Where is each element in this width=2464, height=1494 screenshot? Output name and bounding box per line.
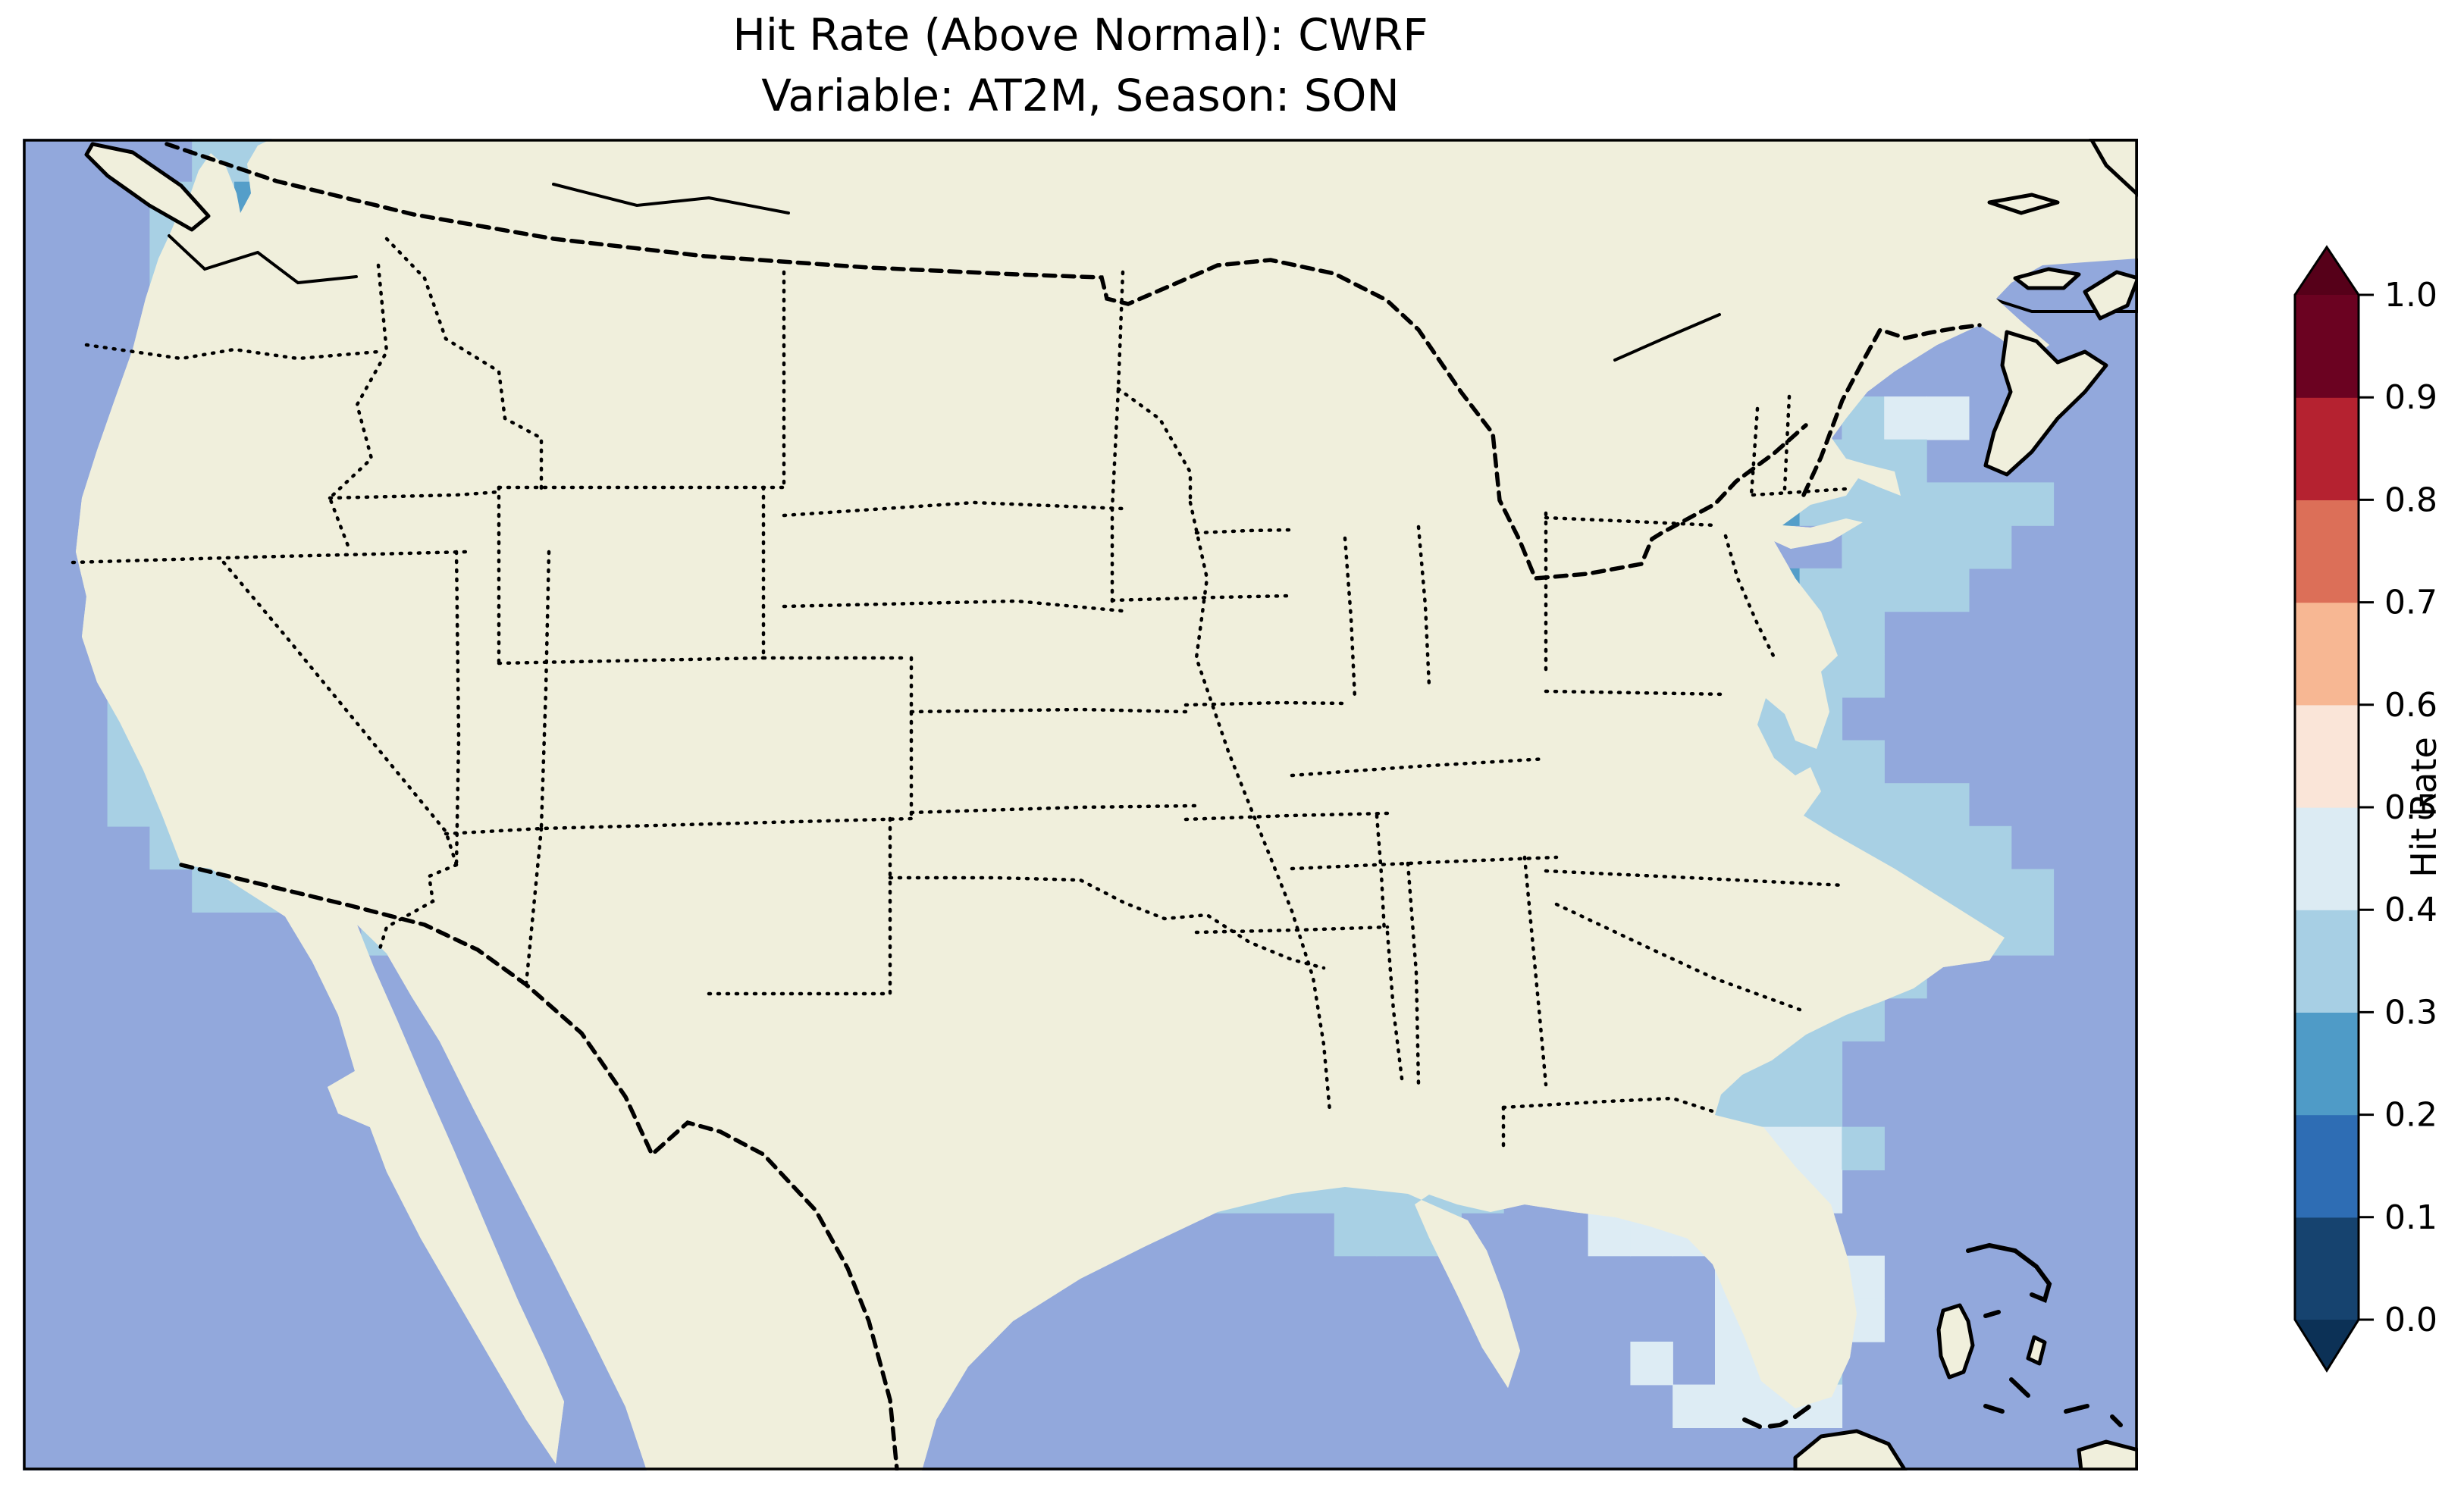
colorbar-tick-label: 0.8 xyxy=(2384,481,2437,519)
colorbar-bin xyxy=(2295,1114,2359,1218)
grid-cell xyxy=(2011,912,2055,956)
grid-cell xyxy=(2011,869,2055,913)
grid-cell xyxy=(1884,783,1927,827)
grid-cell xyxy=(1588,1212,1632,1257)
bahama-cay-3 xyxy=(1983,1404,2005,1414)
grid-cell xyxy=(1799,1126,1843,1170)
bahama-cay-4 xyxy=(2064,1404,2089,1414)
colorbar-tick-label: 0.6 xyxy=(2384,686,2437,725)
grid-cell xyxy=(1884,568,1927,612)
grid-cell xyxy=(1884,825,1927,870)
colorbar-tick-label: 0.3 xyxy=(2384,993,2437,1032)
newfoundland-corner xyxy=(2089,139,2138,197)
grid-cell xyxy=(1926,568,1970,612)
rivers xyxy=(168,183,1721,362)
columbia-river xyxy=(168,234,358,285)
colorbar-bin xyxy=(2295,602,2359,706)
grid-cell xyxy=(2011,482,2055,526)
ottawa-river xyxy=(1613,313,1721,362)
chart-title-line1: Hit Rate (Above Normal): CWRF xyxy=(732,9,1428,61)
colorbar-tick-label: 0.2 xyxy=(2384,1096,2437,1135)
grid-cell xyxy=(1926,825,1970,870)
colorbar-tick-label: 0.9 xyxy=(2384,378,2437,417)
colorbar-bin xyxy=(2295,807,2359,910)
us-canada-border xyxy=(165,142,1808,581)
grid-cell xyxy=(1926,396,1970,440)
chart-title-line2: Variable: AT2M, Season: SON xyxy=(761,70,1400,122)
grid-cell xyxy=(1376,1212,1420,1257)
grid-cell xyxy=(1672,1384,1716,1428)
grid-cell xyxy=(1926,525,1970,569)
maine-canada-border xyxy=(1801,323,1982,497)
grid-cell xyxy=(1968,869,2012,913)
grid-cell xyxy=(107,783,151,827)
colorbar-bin xyxy=(2295,500,2359,603)
colorbar-axis-label: Hit Rate xyxy=(2403,737,2444,878)
bahama-cay-1 xyxy=(1983,1310,2001,1318)
vancouver-island xyxy=(84,142,211,232)
colorbar-tick-label: 0.4 xyxy=(2384,891,2437,929)
grid-cell xyxy=(1926,482,1970,526)
colorbar-over-arrow xyxy=(2295,247,2359,295)
colorbar-bin xyxy=(2295,1012,2359,1116)
grid-cell xyxy=(1842,740,1885,784)
colorbar-tick-label: 0.0 xyxy=(2384,1301,2437,1339)
colorbar-tick-label: 1.0 xyxy=(2384,276,2437,315)
andros-island xyxy=(1936,1303,1975,1380)
grid-cell xyxy=(1968,482,2012,526)
chart-title: Hit Rate (Above Normal): CWRF Variable: … xyxy=(23,5,2138,126)
saskatchewan-river xyxy=(552,183,790,215)
colorbar-bin xyxy=(2295,704,2359,808)
bahama-cay-2 xyxy=(2009,1377,2030,1398)
grid-cell xyxy=(1334,1212,1378,1257)
cuba xyxy=(1793,1429,1908,1471)
map-frame xyxy=(23,139,2138,1471)
florida-keys xyxy=(1742,1402,1814,1430)
map-panel xyxy=(23,139,2138,1471)
colorbar-bin xyxy=(2295,397,2359,500)
grid-cell xyxy=(1842,1126,1885,1170)
colorbar-bin xyxy=(2295,295,2359,398)
colorbar-segments xyxy=(2295,295,2359,1320)
grid-cell xyxy=(1842,654,1885,698)
grid-cell xyxy=(1842,568,1885,612)
grand-bahama-abaco xyxy=(1966,1242,2052,1304)
grid-cell xyxy=(1799,1041,1843,1085)
colorbar-tick-label: 0.7 xyxy=(2384,584,2437,622)
grid-cell xyxy=(1799,1083,1843,1128)
grid-cell xyxy=(1842,611,1885,655)
colorbar-tick-label: 0.5 xyxy=(2384,788,2437,827)
us-mexico-border xyxy=(179,863,899,1471)
hispaniola-edge xyxy=(2077,1439,2138,1471)
international-borders xyxy=(165,142,1982,1471)
colorbar-bin xyxy=(2295,910,2359,1013)
colorbar: 0.0 0.1 0.2 0.3 0.4 0.5 0.6 0.7 0.8 0.9 1.0 Hit Ra… xyxy=(2293,245,2444,1373)
grid-cell xyxy=(1842,525,1885,569)
colorbar-bin xyxy=(2295,1217,2359,1320)
grid-cell xyxy=(1968,525,2012,569)
colorbar-under-arrow xyxy=(2295,1320,2359,1370)
eleuthera-island xyxy=(2026,1335,2047,1366)
colorbar-ticks: 0.0 0.1 0.2 0.3 0.4 0.5 0.6 0.7 0.8 0.9 1.0 xyxy=(2359,276,2437,1339)
state-borders xyxy=(71,236,1848,1154)
grid-cell xyxy=(1630,1342,1673,1386)
bahama-cay-5 xyxy=(2110,1414,2123,1427)
grid-cell xyxy=(1757,1083,1801,1128)
nova-scotia xyxy=(1983,330,2108,477)
cape-breton-island xyxy=(2083,270,2138,321)
prince-edward-island xyxy=(2013,267,2081,290)
grid-cell xyxy=(1884,396,1927,440)
grid-cell xyxy=(1926,783,1970,827)
anticosti-island xyxy=(1987,193,2060,215)
grid-cell xyxy=(1968,825,2012,870)
grid-cell xyxy=(1884,525,1927,569)
grid-cell xyxy=(1842,783,1885,827)
colorbar-tick-label: 0.1 xyxy=(2384,1198,2437,1237)
islands xyxy=(84,139,2138,1471)
